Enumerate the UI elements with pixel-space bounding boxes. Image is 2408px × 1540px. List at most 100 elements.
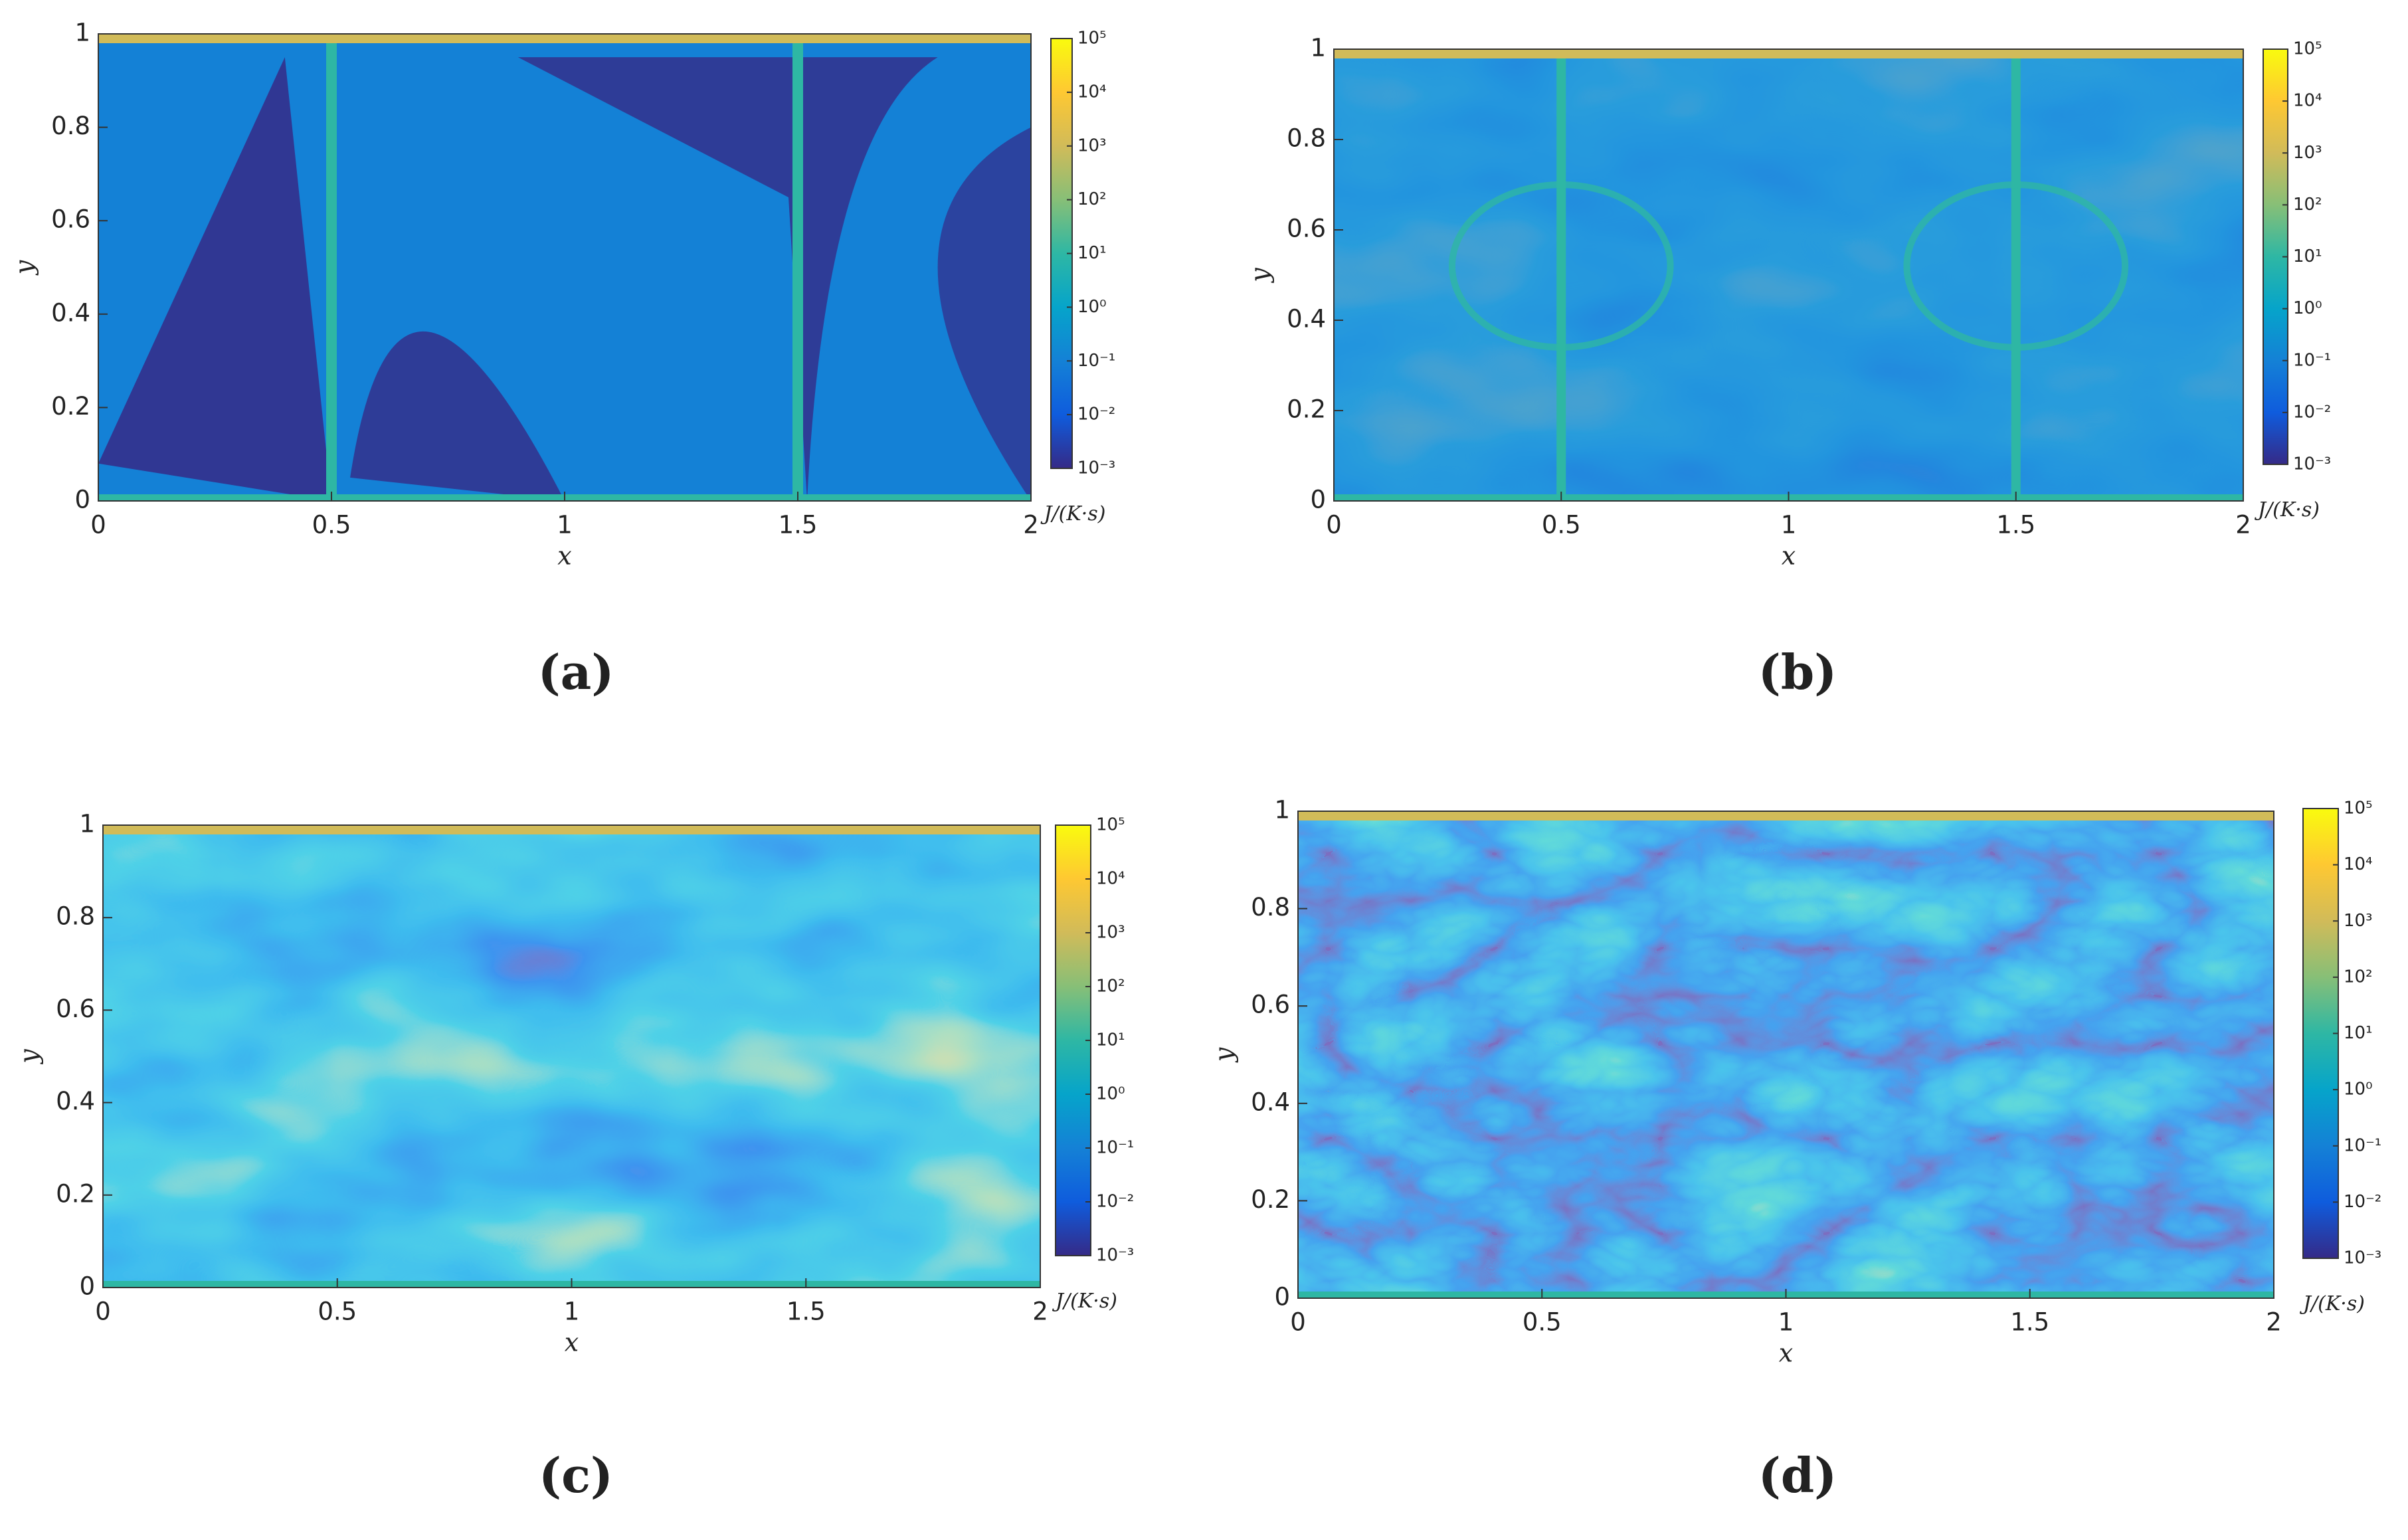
y-tick-label: 0 xyxy=(1310,486,1326,514)
panel-label: (c) xyxy=(539,1447,613,1503)
x-tick-label: 0 xyxy=(1326,511,1342,539)
colorbar-tick-label: 10⁻³ xyxy=(1077,458,1115,478)
panel-label: (a) xyxy=(538,644,614,700)
panel: 0 0.5 1 1.5 200.20.40.60.81xy(a)10⁻³10⁻²10⁻¹… xyxy=(10,19,1116,701)
colorbar-tick-label: 10⁴ xyxy=(2293,91,2322,111)
x-tick-label: 1.5 xyxy=(2010,1308,2049,1337)
x-tick-label: 0 xyxy=(90,511,106,539)
colorbar-tick-label: 10² xyxy=(2344,967,2373,987)
y-tick-label: 0.2 xyxy=(1287,395,1326,424)
colorbar-label: J/(K·s) xyxy=(1052,1290,1117,1313)
y-tick-label: 0.6 xyxy=(51,205,90,234)
colorbar-tick-label: 10³ xyxy=(1096,923,1125,943)
colorbar-tick-label: 10⁰ xyxy=(1077,297,1107,317)
colorbar-tick-label: 10⁻² xyxy=(2344,1192,2381,1212)
y-tick-label: 0.6 xyxy=(1287,215,1326,243)
field-noise xyxy=(1334,49,2243,501)
y-tick-label: 0.4 xyxy=(51,298,90,327)
panel-label: (d) xyxy=(1758,1447,1837,1503)
x-tick-label: 1.5 xyxy=(787,1298,826,1326)
x-tick-label: 0.5 xyxy=(312,511,351,539)
y-tick-label: 0 xyxy=(1274,1283,1290,1311)
y-axis-label: y xyxy=(15,1049,44,1065)
field xyxy=(98,34,1031,501)
field-region xyxy=(350,331,565,501)
y-tick-label: 0.2 xyxy=(1251,1185,1290,1214)
x-tick-label: 0.5 xyxy=(318,1298,357,1326)
x-tick-label: 2 xyxy=(1032,1298,1048,1326)
top-layer xyxy=(98,34,1031,43)
y-tick-label: 0.4 xyxy=(1287,305,1326,334)
field-region xyxy=(937,127,1031,501)
panel: 0 0.5 1 1.5 200.20.40.60.81xy(d)10⁻³10⁻²10⁻¹… xyxy=(1210,796,2382,1504)
colorbar-label: J/(K·s) xyxy=(2254,498,2320,522)
colorbar-tick-label: 10⁰ xyxy=(2344,1080,2373,1100)
colorbar-tick-label: 10⁻³ xyxy=(2344,1248,2381,1268)
colorbar-tick-label: 10⁰ xyxy=(1096,1084,1125,1104)
field-region xyxy=(98,57,331,501)
colorbar-tick-label: 10⁴ xyxy=(2344,854,2373,874)
colorbar-tick-label: 10¹ xyxy=(1096,1030,1125,1050)
field xyxy=(1298,811,2274,1298)
plume xyxy=(326,34,337,501)
y-tick-label: 0.4 xyxy=(1251,1088,1290,1116)
x-axis-label: x xyxy=(565,1328,579,1357)
colorbar-tick-label: 10⁻¹ xyxy=(2344,1135,2381,1155)
x-tick-label: 0 xyxy=(95,1298,111,1326)
x-tick-label: 1 xyxy=(1781,511,1797,539)
colorbar xyxy=(1055,824,1091,1256)
colorbar-tick-label: 10⁵ xyxy=(2293,39,2322,59)
x-axis-label: x xyxy=(1779,1339,1793,1368)
y-tick-label: 0 xyxy=(79,1272,95,1301)
colorbar-tick-label: 10⁴ xyxy=(1077,82,1107,102)
colorbar-tick-label: 10¹ xyxy=(2344,1023,2373,1043)
y-tick-label: 0.8 xyxy=(1251,893,1290,921)
y-tick-label: 0.8 xyxy=(51,112,90,140)
colorbar-tick-label: 10⁻¹ xyxy=(2293,350,2331,370)
colorbar-tick-label: 10² xyxy=(1096,977,1125,997)
colorbar-tick-label: 10² xyxy=(2293,195,2322,215)
y-tick-label: 1 xyxy=(1310,34,1326,62)
x-tick-label: 1.5 xyxy=(1996,511,2035,539)
colorbar xyxy=(1050,38,1073,469)
colorbar-tick-label: 10³ xyxy=(2293,143,2322,163)
y-tick-label: 0.8 xyxy=(56,902,95,931)
x-tick-label: 1 xyxy=(564,1298,580,1326)
field-noise xyxy=(1298,811,2274,1298)
y-tick-label: 0.2 xyxy=(56,1179,95,1208)
field xyxy=(1334,49,2243,501)
panel: 0 0.5 1 1.5 200.20.40.60.81xy(b)10⁻³10⁻²10⁻¹… xyxy=(1246,34,2332,701)
colorbar-tick-label: 10⁵ xyxy=(2344,799,2373,818)
colorbar-tick-label: 10¹ xyxy=(1077,243,1107,263)
y-tick-label: 0.4 xyxy=(56,1087,95,1115)
colorbar-tick-label: 10⁻³ xyxy=(2293,454,2331,474)
y-tick-label: 0.6 xyxy=(56,995,95,1023)
x-tick-label: 0.5 xyxy=(1542,511,1581,539)
x-tick-label: 2 xyxy=(1023,511,1039,539)
colorbar-tick-label: 10⁰ xyxy=(2293,298,2322,318)
y-tick-label: 1 xyxy=(1274,796,1290,824)
x-axis-label: x xyxy=(557,541,571,571)
field-noise xyxy=(103,825,1040,1288)
y-tick-label: 1 xyxy=(79,810,95,838)
panel: 0 0.5 1 1.5 200.20.40.60.81xy(c)10⁻³10⁻²10⁻¹… xyxy=(15,810,1135,1504)
y-tick-label: 0 xyxy=(74,486,90,514)
y-axis-label: y xyxy=(1210,1047,1239,1063)
x-tick-label: 1.5 xyxy=(779,511,818,539)
colorbar xyxy=(2302,808,2339,1259)
x-tick-label: 1 xyxy=(557,511,573,539)
x-tick-label: 0.5 xyxy=(1523,1308,1562,1337)
field xyxy=(103,825,1040,1288)
colorbar-tick-label: 10⁵ xyxy=(1096,815,1125,835)
y-tick-label: 0.8 xyxy=(1287,124,1326,153)
plume-head xyxy=(1448,181,1674,351)
colorbar-tick-label: 10³ xyxy=(1077,136,1107,155)
colorbar-tick-label: 10⁻² xyxy=(1077,405,1115,425)
colorbar-label: J/(K·s) xyxy=(2299,1292,2365,1315)
y-tick-label: 0.2 xyxy=(51,392,90,421)
y-tick-label: 0.6 xyxy=(1251,991,1290,1019)
top-layer xyxy=(103,825,1040,834)
x-tick-label: 1 xyxy=(1778,1308,1794,1337)
y-axis-label: y xyxy=(1246,268,1275,284)
colorbar-tick-label: 10⁻² xyxy=(1096,1192,1134,1212)
